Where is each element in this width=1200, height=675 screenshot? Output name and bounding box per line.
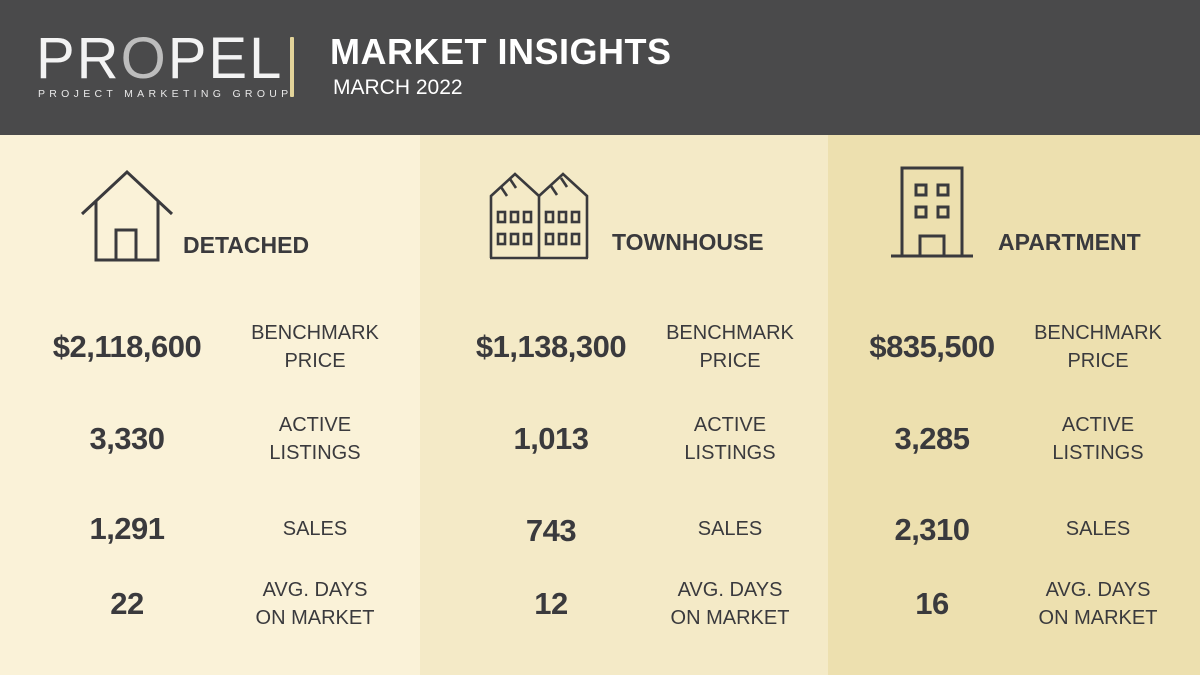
benchmark-price-value: $2,118,600 [52,329,202,364]
sales-label: SALES [282,518,348,540]
house-icon [80,169,174,262]
header-bar: PROPEL PROJECT MARKETING GROUP MARKET IN… [0,0,1200,135]
category-name-townhouse: TOWNHOUSE [612,229,764,255]
propel-logo: PROPEL [36,26,284,91]
benchmark-price-label: BENCHMARK PRICE [666,322,794,372]
active-listings-label: ACTIVE LISTINGS [684,414,776,464]
apartment-column: APARTMENT $835,500 BENCHMARK PRICE 3,285 … [828,135,1200,675]
benchmark-price-label: BENCHMARK PRICE [251,322,379,372]
active-listings-value: 3,330 [89,421,165,456]
sales-label: SALES [697,518,763,540]
sales-value: 743 [525,513,577,548]
active-listings-value: 3,285 [894,421,970,456]
active-listings-label: ACTIVE LISTINGS [1052,414,1144,464]
detached-column: DETACHED $2,118,600 BENCHMARK PRICE 3,330… [0,135,420,675]
avg-days-value: 22 [110,586,144,621]
sales-label: SALES [1065,518,1131,540]
apartment-building-icon [891,166,973,258]
category-name-apartment: APARTMENT [998,229,1141,255]
logo-subtitle: PROJECT MARKETING GROUP [38,88,293,100]
avg-days-label: AVG. DAYS ON MARKET [1038,579,1158,629]
active-listings-label: ACTIVE LISTINGS [269,414,361,464]
avg-days-label: AVG. DAYS ON MARKET [255,579,375,629]
avg-days-value: 12 [534,586,568,621]
category-name-detached: DETACHED [183,232,310,258]
sales-value: 2,310 [894,512,970,547]
header-divider [290,37,294,97]
benchmark-price-value: $1,138,300 [475,329,627,364]
townhouse-column: TOWNHOUSE $1,138,300 BENCHMARK PRICE 1,01… [420,135,828,675]
page-title: MARKET INSIGHTS [330,31,672,72]
active-listings-value: 1,013 [513,421,589,456]
avg-days-value: 16 [915,586,949,621]
report-date: MARCH 2022 [333,76,463,99]
sales-value: 1,291 [89,511,165,546]
townhouse-icon [489,172,589,260]
benchmark-price-value: $835,500 [869,329,995,364]
avg-days-label: AVG. DAYS ON MARKET [670,579,790,629]
benchmark-price-label: BENCHMARK PRICE [1034,322,1162,372]
